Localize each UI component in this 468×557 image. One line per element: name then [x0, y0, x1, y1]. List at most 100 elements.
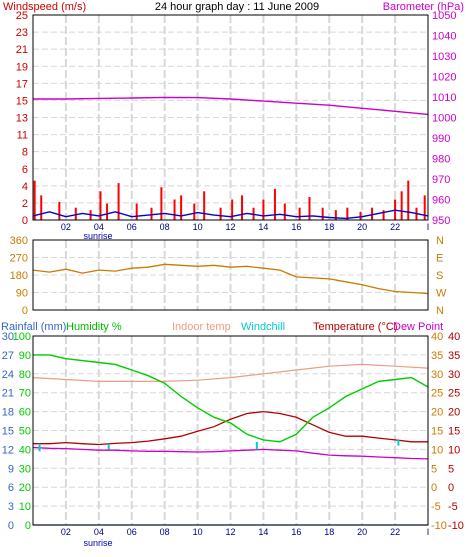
humidity-tick-label: 30 [19, 463, 31, 475]
temp-tick-label-inner: 30 [431, 369, 443, 381]
rainfall-tick-label: 15 [2, 426, 14, 438]
wind-x-tick-label: 08 [160, 222, 170, 232]
temp-tick-label-inner: -5 [431, 501, 441, 513]
direction-tick-label: 270 [10, 253, 28, 265]
humidity-tick-label: 90 [19, 350, 31, 362]
wind-x-tick-label: 12 [225, 222, 235, 232]
direction-tick-label: 90 [16, 288, 28, 300]
temp-tick-label-inner: 20 [431, 407, 443, 419]
barometer-tick-label: 970 [432, 174, 450, 186]
sunrise-label: sunrise [83, 538, 112, 548]
barometer-tick-label: 1030 [432, 51, 456, 63]
rainfall-tick-label: 27 [2, 350, 14, 362]
temp-tick-label-outer: -5 [448, 501, 458, 513]
temp-tick-label-outer: 40 [448, 331, 460, 343]
temp-x-tick-label: 12 [225, 527, 235, 537]
temp-tick-label-inner: 5 [431, 463, 437, 475]
windspeed-tick-label: 25 [16, 10, 28, 22]
temp-tick-label-inner: -10 [431, 520, 447, 532]
temp-chart-frame [32, 335, 429, 526]
dewpoint-line [32, 446, 429, 460]
direction-tick-label: 180 [10, 270, 28, 282]
legend-rainfall: Rainfall (mm) [1, 321, 66, 333]
temp-x-tick-label: 08 [160, 527, 170, 537]
temp-tick-label-outer: 15 [448, 426, 460, 438]
humidity-tick-label: 100 [13, 331, 31, 343]
temp-tick-label-outer: 10 [448, 444, 460, 456]
wind-direction-line [32, 263, 429, 295]
temp-tick-label-inner: 0 [431, 482, 437, 494]
windspeed-tick-label: 2 [22, 198, 28, 210]
wind-x-tick-label: 14 [258, 222, 268, 232]
rainfall-tick-label: 0 [8, 520, 14, 532]
temperature-line [33, 410, 428, 446]
windspeed-tick-label: 0 [22, 215, 28, 227]
humidity-tick-label: 20 [19, 482, 31, 494]
windspeed-tick-label: 19 [16, 61, 28, 73]
humidity-tick-label: 10 [19, 501, 31, 513]
barometer-tick-label: 1010 [432, 92, 456, 104]
temp-x-tick-label: 22 [390, 527, 400, 537]
temp-tick-label-inner: 10 [431, 444, 443, 456]
rainfall-tick-label: 12 [2, 444, 14, 456]
temp-x-tick-label: 02 [61, 527, 71, 537]
temp-tick-label-outer: 35 [448, 350, 460, 362]
humidity-line [33, 354, 429, 443]
wind-chart-frame [32, 14, 429, 221]
legend-windchill: Windchill [241, 321, 285, 333]
barometer-tick-label: 980 [432, 154, 450, 166]
compass-tick-label: W [436, 288, 447, 300]
temp-tick-label-inner: 15 [431, 426, 443, 438]
legend-dewpoint: Dew Point [393, 321, 443, 333]
temp-x-tick-label: 16 [291, 527, 301, 537]
windspeed-tick-label: 17 [16, 78, 28, 90]
temp-tick-label-inner: 25 [431, 388, 443, 400]
temp-tick-label-outer: 0 [448, 482, 454, 494]
legend-temperature: Temperature (°C) [313, 321, 397, 333]
legend-humidity: Humidity % [66, 321, 122, 333]
direction-chart-frame [32, 239, 429, 311]
temp-tick-label-outer: 25 [448, 388, 460, 400]
wind-x-tick-label: 20 [357, 222, 367, 232]
windspeed-tick-label: 4 [22, 181, 28, 193]
windspeed-tick-label: 15 [16, 95, 28, 107]
rainfall-tick-label: 3 [8, 501, 14, 513]
wind-x-tick-label: 16 [291, 222, 301, 232]
direction-tick-label: 0 [22, 305, 28, 317]
windspeed-tick-label: 21 [16, 44, 28, 56]
temp-tick-label-inner: 35 [431, 350, 443, 362]
humidity-tick-label: 40 [19, 444, 31, 456]
wind-x-tick-label: 18 [324, 222, 334, 232]
rainfall-tick-label: 18 [2, 407, 14, 419]
temp-x-tick-label: 04 [94, 527, 104, 537]
humidity-tick-label: 80 [19, 369, 31, 381]
wind-x-tick-label: 02 [61, 222, 71, 232]
rainfall-tick-label: 21 [2, 388, 14, 400]
barometer-tick-label: 1000 [432, 113, 456, 125]
humidity-tick-label: 0 [25, 520, 31, 532]
direction-tick-label: 360 [10, 235, 28, 247]
temp-tick-label-outer: 5 [448, 463, 454, 475]
barometer-tick-label: 960 [432, 195, 450, 207]
barometer-tick-label: 950 [432, 215, 450, 227]
indoor-temp-line [32, 363, 429, 382]
temp-x-tick-label: 20 [357, 527, 367, 537]
compass-tick-label: E [436, 253, 443, 265]
temp-tick-label-outer: 30 [448, 369, 460, 381]
barometer-tick-label: 990 [432, 133, 450, 145]
sunrise-label: sunrise [83, 231, 112, 241]
temp-tick-label-outer: 20 [448, 407, 460, 419]
temp-x-tick-label: 14 [258, 527, 268, 537]
humidity-tick-label: 70 [19, 388, 31, 400]
temp-x-tick-label: 10 [193, 527, 203, 537]
windspeed-tick-label: 13 [16, 113, 28, 125]
average-wind-line [32, 209, 429, 220]
windspeed-tick-label: 6 [22, 164, 28, 176]
windspeed-tick-label: 11 [17, 130, 28, 142]
legend-indoor-temp: Indoor temp [172, 321, 231, 333]
temp-x-tick-label: I [427, 527, 430, 537]
chart-title: 24 hour graph day : 11 June 2009 [155, 1, 319, 13]
temp-x-tick-label: 06 [127, 527, 137, 537]
temp-tick-label-outer: -10 [448, 520, 464, 532]
